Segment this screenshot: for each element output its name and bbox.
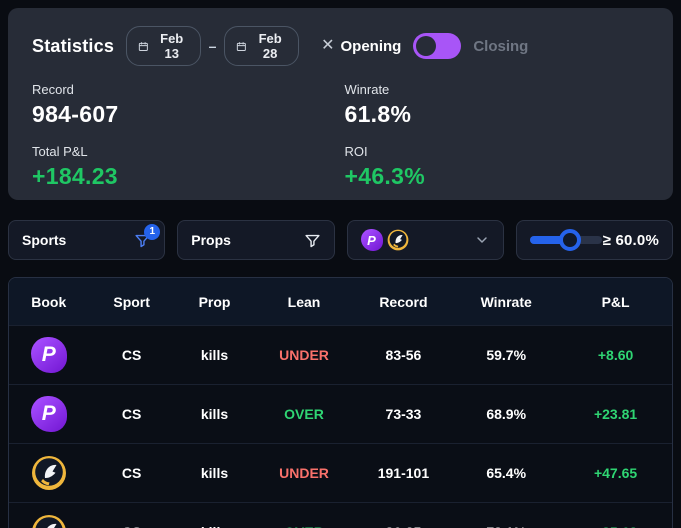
winrate-threshold-label: ≥ 60.0% [602, 231, 659, 249]
metric-total-pnl: Total P&L +184.23 [32, 144, 345, 189]
date-from-label: Feb 13 [160, 31, 184, 61]
sports-filter-label: Sports [22, 232, 67, 248]
metric-label: Record [32, 82, 74, 97]
lean-cell: OVER [284, 406, 324, 422]
col-sport: Sport [113, 293, 150, 310]
metric-roi: ROI +46.3% [345, 144, 658, 189]
col-record: Record [379, 293, 428, 310]
winrate-cell: 59.7% [486, 347, 527, 363]
winrate-slider[interactable] [529, 229, 602, 251]
metric-value: 984-607 [32, 101, 119, 127]
prop-cell: kills [175, 524, 255, 528]
stats-table: Book Sport Prop Lean Record Winrate P&L … [8, 277, 673, 528]
table-row[interactable]: CS kills OVER 86-35 73.1% +35.62 [9, 502, 672, 528]
date-to-chip[interactable]: Feb 28 [224, 26, 300, 66]
prop-cell: kills [200, 347, 229, 363]
record-cell: 191-101 [377, 465, 430, 481]
col-book: Book [31, 293, 67, 310]
record-cell: 86-35 [354, 524, 453, 528]
date-to-label: Feb 28 [258, 31, 282, 61]
book-cell: P [9, 396, 89, 432]
statistics-panel: Statistics Feb 13 – Feb 28 ✕ Op [8, 8, 673, 200]
winrate-cell: 65.4% [486, 465, 527, 481]
lean-cell: UNDER [279, 465, 329, 481]
date-range-separator: – [208, 38, 217, 54]
book-cell [9, 514, 89, 528]
sport-cell: CS [121, 406, 142, 422]
sport-cell: CS [89, 524, 175, 528]
pnl-cell: +47.65 [593, 465, 638, 481]
book-logos: P [360, 229, 409, 251]
metric-value: +46.3% [344, 163, 425, 190]
calendar-icon [138, 41, 148, 51]
filter-count-badge: 1 [144, 223, 161, 240]
winrate-cell: 73.1% [453, 524, 559, 528]
pnl-cell: +8.60 [597, 347, 634, 363]
chevron-down-icon [477, 237, 487, 243]
slider-fill [529, 236, 570, 244]
table-row[interactable]: CS kills UNDER 191-101 65.4% +47.65 [9, 443, 672, 502]
props-filter-button[interactable]: Props [177, 220, 335, 260]
metric-winrate: Winrate 61.8% [345, 82, 658, 127]
col-pnl: P&L [601, 293, 630, 310]
prizepicks-logo: P [30, 337, 67, 373]
pnl-cell: +23.81 [593, 406, 638, 422]
table-row[interactable]: P CS kills OVER 73-33 68.9% +23.81 [9, 384, 672, 443]
winrate-slider-group: ≥ 60.0% [515, 220, 673, 260]
books-dropdown[interactable]: P [346, 220, 504, 260]
metric-value: +184.23 [32, 163, 118, 190]
slider-knob[interactable] [558, 229, 581, 251]
close-icon[interactable]: ✕ [315, 37, 340, 55]
col-winrate: Winrate [480, 293, 532, 310]
col-lean: Lean [287, 293, 321, 310]
metrics-grid: Record 984-607 Winrate 61.8% Total P&L +… [24, 82, 657, 190]
filter-bar: Sports 1 Props P [8, 220, 673, 260]
lean-cell: UNDER [279, 347, 329, 363]
record-cell: 73-33 [385, 406, 422, 422]
page-title: Statistics [32, 35, 115, 56]
table-row[interactable]: P CS kills UNDER 83-56 59.7% +8.60 [9, 325, 672, 384]
lean-cell: OVER [254, 524, 353, 528]
opening-closing-toggle[interactable] [413, 33, 462, 59]
metric-value: 61.8% [344, 101, 412, 127]
underdog-logo [31, 456, 66, 490]
winrate-cell: 68.9% [486, 406, 527, 422]
underdog-logo [387, 229, 408, 251]
metric-label: ROI [344, 144, 368, 160]
table-body: P CS kills UNDER 83-56 59.7% +8.60 P CS … [9, 325, 672, 528]
prop-cell: kills [200, 406, 229, 422]
book-cell [9, 455, 89, 491]
funnel-icon [304, 234, 320, 247]
sport-cell: CS [121, 465, 142, 481]
underdog-logo [32, 515, 66, 528]
table-header: Book Sport Prop Lean Record Winrate P&L [9, 278, 672, 325]
sports-filter-button[interactable]: Sports 1 [8, 220, 166, 260]
book-cell: P [9, 337, 89, 373]
prop-cell: kills [200, 465, 229, 481]
col-prop: Prop [198, 293, 231, 310]
prizepicks-logo: P [30, 396, 67, 432]
toggle-knob [416, 36, 437, 56]
props-filter-label: Props [191, 232, 231, 248]
date-from-chip[interactable]: Feb 13 [126, 26, 201, 66]
prizepicks-logo: P [360, 229, 383, 251]
pnl-cell: +35.62 [559, 524, 672, 528]
record-cell: 83-56 [385, 347, 422, 363]
sport-cell: CS [121, 347, 142, 363]
toggle-label-closing: Closing [473, 37, 529, 55]
toggle-label-opening: Opening [340, 37, 402, 55]
calendar-icon [237, 41, 247, 51]
metric-record: Record 984-607 [32, 82, 345, 127]
metric-label: Total P&L [32, 144, 88, 160]
metric-label: Winrate [344, 82, 390, 97]
